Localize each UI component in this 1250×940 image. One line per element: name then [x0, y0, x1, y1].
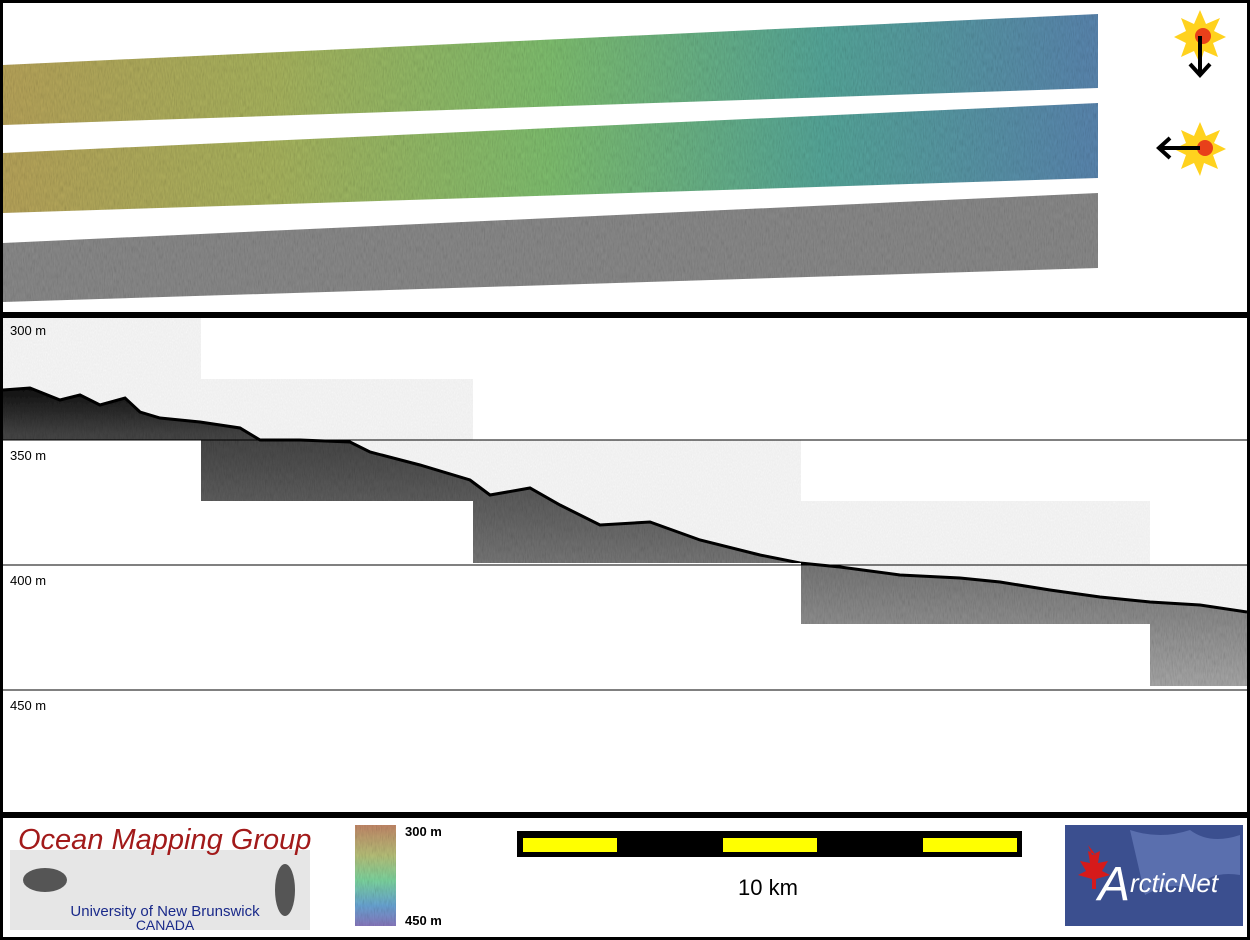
logo-title: Ocean Mapping Group — [18, 824, 311, 856]
depth-label: 400 m — [10, 573, 46, 588]
depth-label: 300 m — [10, 323, 46, 338]
bathymetry-strip — [3, 103, 1098, 213]
scale-bar-segment — [523, 838, 617, 852]
colorbar-label: 450 m — [405, 913, 442, 928]
depth-label: 450 m — [10, 698, 46, 713]
seabed-line — [3, 386, 1247, 614]
logo-university: University of New Brunswick — [70, 903, 260, 920]
maple-leaf — [1078, 845, 1110, 889]
depth-label: 350 m — [10, 448, 46, 463]
sun-icon — [1156, 122, 1226, 176]
logo-vehicle — [275, 864, 295, 916]
colorbar-label: 300 m — [405, 824, 442, 839]
scale-bar-segment — [923, 838, 1017, 852]
logo-initial: A — [1095, 858, 1130, 911]
arcticnet-logo: A rcticNet — [1065, 825, 1243, 926]
bathymetry-strip — [3, 14, 1098, 125]
sun-icon — [1174, 10, 1226, 78]
backscatter-strip — [3, 193, 1098, 302]
logo-map — [1130, 830, 1240, 895]
omg-logo: Ocean Mapping Group University of New Br… — [10, 824, 311, 933]
logo-background — [10, 850, 310, 930]
scale-bar-segment — [723, 838, 817, 852]
scale-bar — [517, 831, 1022, 857]
scale-bar-label: 10 km — [738, 875, 798, 900]
colorbar — [355, 825, 396, 926]
logo-vehicle — [23, 868, 67, 892]
logo-text: rcticNet — [1130, 868, 1220, 898]
logo-country: CANADA — [136, 917, 195, 933]
